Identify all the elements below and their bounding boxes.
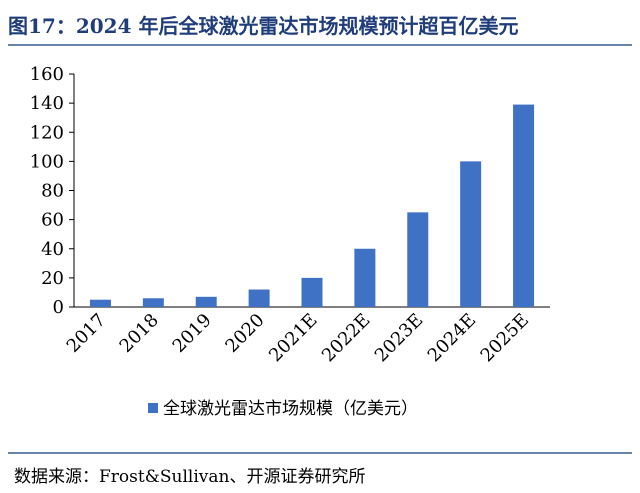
bar (513, 104, 535, 307)
y-tick-label: 20 (41, 268, 64, 289)
y-tick-label: 140 (30, 93, 64, 114)
y-tick-label: 60 (41, 210, 64, 231)
y-tick-label: 40 (41, 239, 64, 260)
x-tick-label: 2023E (371, 310, 428, 367)
bar (89, 299, 111, 307)
y-tick-label: 160 (30, 64, 64, 85)
title-bar: 图17：2024 年后全球激光雷达市场规模预计超百亿美元 (8, 4, 632, 46)
legend-label: 全球激光雷达市场规模（亿美元） (163, 399, 418, 419)
x-tick-label: 2024E (424, 310, 481, 367)
bar (354, 248, 376, 307)
y-tick-label: 0 (53, 297, 64, 318)
bar (248, 289, 270, 307)
y-tick-label: 100 (30, 151, 64, 172)
x-tick-label: 2021E (265, 310, 322, 367)
source-note: 数据来源：Frost&Sullivan、开源证券研究所 (14, 467, 366, 487)
bar (460, 161, 482, 307)
x-tick-label: 2025E (477, 310, 534, 367)
x-tick-label: 2017 (63, 310, 110, 357)
y-tick-label: 80 (41, 181, 64, 202)
x-tick-label: 2022E (318, 310, 375, 367)
legend-swatch (148, 403, 158, 413)
source-bar: 数据来源：Frost&Sullivan、开源证券研究所 (8, 452, 632, 487)
bar (407, 212, 429, 307)
x-tick-label: 2019 (169, 310, 216, 357)
page-title: 图17：2024 年后全球激光雷达市场规模预计超百亿美元 (8, 14, 519, 38)
x-tick-label: 2020 (221, 310, 268, 357)
x-tick-label: 2018 (116, 310, 163, 357)
bar (142, 298, 164, 307)
bar (301, 277, 323, 307)
bar (195, 296, 217, 307)
y-tick-label: 120 (30, 122, 64, 143)
